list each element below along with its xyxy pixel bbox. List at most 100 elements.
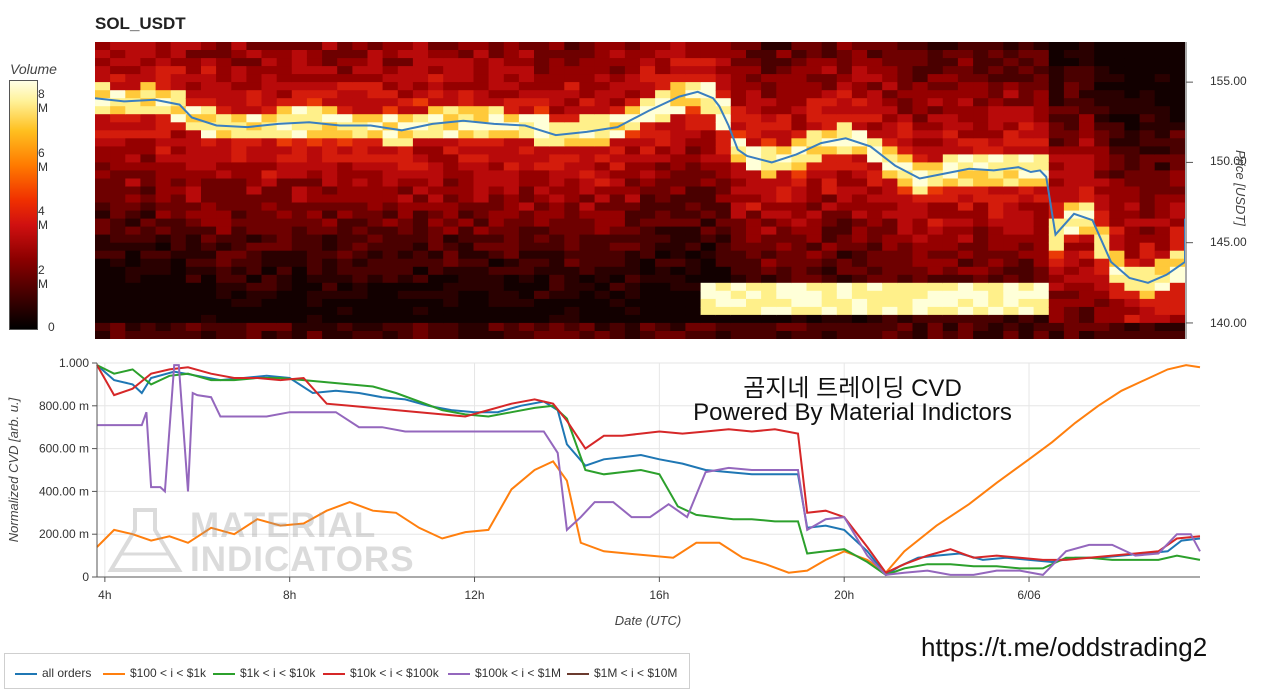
legend-item-100k-1m[interactable]: $100k < i < $1M [448, 666, 561, 680]
heatmap-cell [942, 218, 959, 228]
heatmap-cell [579, 170, 596, 179]
heatmap-cell [776, 210, 792, 220]
heatmap-cell [1018, 202, 1035, 212]
heatmap-cell [1048, 290, 1065, 300]
heatmap-cell [1018, 178, 1035, 188]
legend-label: $1k < i < $10k [240, 666, 316, 680]
heatmap-cell [655, 66, 671, 75]
heatmap-cell [670, 42, 686, 51]
heatmap-cell [443, 218, 459, 228]
heatmap-cell [564, 306, 580, 316]
heatmap-cell [352, 298, 369, 308]
heatmap-cell [579, 66, 596, 75]
heatmap-cell [1003, 130, 1019, 139]
heatmap-cell [776, 274, 792, 284]
heatmap-cell [276, 58, 293, 67]
heatmap-cell [1033, 274, 1050, 284]
heatmap-cell [912, 74, 929, 83]
heatmap-cell [942, 202, 959, 212]
heatmap-cell [488, 122, 505, 131]
heatmap-cell [95, 218, 111, 228]
heatmap-cell [882, 322, 898, 332]
heatmap-cell [1094, 138, 1110, 147]
heatmap-cell [730, 154, 747, 163]
heatmap-cell [579, 162, 596, 171]
heatmap-cell [306, 298, 323, 308]
heatmap-cell [1063, 114, 1080, 123]
heatmap-cell [216, 210, 232, 220]
heatmap-cell [957, 322, 974, 332]
heatmap-cell [1094, 306, 1110, 316]
legend-item-10k-100k[interactable]: $10k < i < $100k [323, 666, 439, 680]
heatmap-cell [185, 122, 202, 131]
heatmap-cell [1079, 331, 1095, 339]
heatmap-cell [382, 90, 399, 99]
heatmap-cell [867, 234, 883, 244]
telegram-link[interactable]: https://t.me/oddstrading2 [921, 632, 1208, 662]
legend-item-1m-10m[interactable]: $1M < i < $10M [567, 666, 677, 680]
heatmap-cell [594, 42, 611, 51]
heatmap-cell [382, 170, 399, 179]
heatmap-cell [337, 42, 353, 51]
heatmap-cell [776, 178, 792, 188]
heatmap-cell [700, 250, 717, 260]
heatmap-cell [685, 74, 702, 83]
heatmap-cell [473, 290, 490, 300]
heatmap-cell [367, 266, 384, 276]
heatmap-cell [125, 178, 141, 188]
heatmap-cell [1048, 114, 1065, 123]
heatmap-cell [1109, 202, 1125, 212]
heatmap-cell [624, 290, 641, 300]
heatmap-cell [1154, 314, 1171, 324]
heatmap-cell [276, 194, 293, 204]
heatmap-cell [397, 170, 414, 179]
heatmap-cell [95, 42, 111, 51]
legend-item-all-orders[interactable]: all orders [15, 666, 91, 680]
heatmap-cell [231, 162, 247, 171]
heatmap-cell [821, 58, 838, 67]
heatmap-cell [1003, 298, 1019, 308]
legend-item-1k-10k[interactable]: $1k < i < $10k [213, 666, 315, 680]
heatmap-cell [337, 290, 353, 300]
heatmap-cell [458, 250, 474, 260]
heatmap-cell [1094, 274, 1110, 284]
heatmap-cell [624, 331, 641, 339]
heatmap-cell [579, 290, 596, 300]
heatmap-cell [276, 186, 293, 196]
heatmap-cell [655, 282, 671, 292]
heatmap-cell [1033, 210, 1050, 220]
heatmap-cell [715, 74, 732, 83]
legend-label: all orders [42, 666, 92, 680]
heatmap-cell [851, 106, 868, 115]
heatmap-cell [473, 274, 490, 284]
heatmap-cell [549, 146, 565, 155]
heatmap-cell [110, 82, 126, 91]
heatmap-cell [988, 234, 1004, 244]
heatmap-cell [685, 170, 702, 179]
heatmap-cell [912, 162, 929, 171]
heatmap-cell [730, 194, 747, 204]
heatmap-cell [185, 58, 202, 67]
heatmap-cell [594, 258, 611, 268]
colorbar-tick-8m: 8 M [38, 87, 48, 115]
heatmap-cell [246, 58, 263, 67]
heatmap-cell [851, 290, 868, 300]
heatmap-cell [443, 146, 459, 155]
heatmap-cell [534, 266, 550, 276]
heatmap-cell [246, 42, 263, 51]
heatmap-cell [973, 314, 989, 324]
heatmap-cell [170, 98, 187, 107]
heatmap-cell [897, 90, 914, 99]
heatmap-cell [246, 210, 263, 220]
heatmap-cell [473, 138, 490, 147]
heatmap-cell [957, 170, 974, 179]
heatmap-cell [867, 282, 883, 292]
heatmap-cell [1003, 266, 1019, 276]
heatmap-cell [322, 234, 338, 244]
heatmap-cell [1079, 266, 1095, 276]
legend-item-100-1k[interactable]: $100 < i < $1k [103, 666, 206, 680]
heatmap-cell [1018, 306, 1035, 316]
heatmap-cell [518, 114, 535, 123]
heatmap-cell [821, 82, 838, 91]
heatmap-cell [1109, 314, 1125, 324]
